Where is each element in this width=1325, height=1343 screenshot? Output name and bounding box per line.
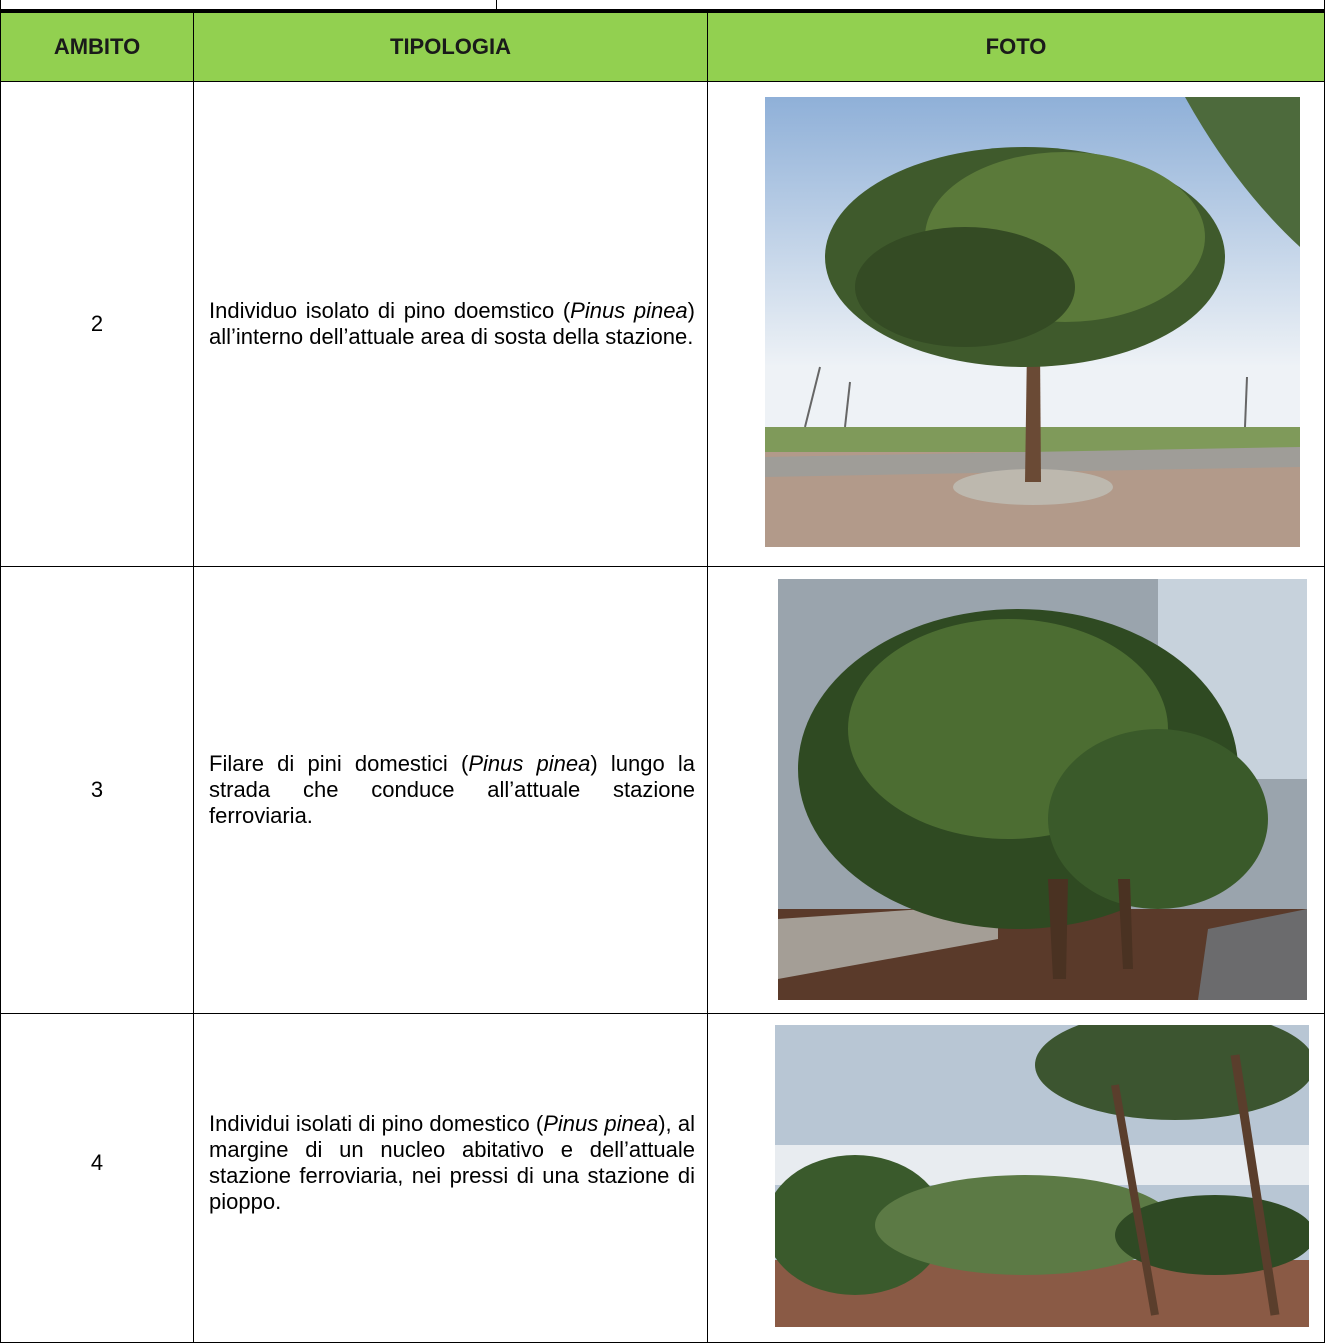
ambito: 3 [90,777,104,802]
photo [778,579,1307,1000]
species: Pinus pinea [468,751,591,776]
header-cell: TIPOLOGIA [193,12,708,82]
header-cell: FOTO [707,12,1325,82]
tipologia: Individui isolati di pino domestico (Pin… [209,1111,695,1215]
species: Pinus pinea [543,1111,659,1136]
ambito-cell: 4 [0,1013,194,1343]
top-divider [496,0,497,10]
header-cell: AMBITO [0,12,194,82]
tipologia: Filare di pini domestici (Pinus pinea) l… [209,751,695,829]
text: ) lungo la strada che conduce all’attual… [209,751,695,828]
photo [765,97,1300,547]
header-text: FOTO [985,34,1047,59]
ambito: 2 [90,311,104,336]
text: Individui isolati di pino domestico ( [209,1111,544,1136]
tipologia-cell: Individui isolati di pino domestico (Pin… [193,1013,708,1343]
text: Filare di pini domestici ( [209,751,469,776]
tipologia-cell: Individuo isolato di pino doemstico (Pin… [193,81,708,567]
ambito-cell: 3 [0,566,194,1014]
header-text: AMBITO [53,34,141,59]
ambito: 4 [90,1150,104,1175]
text: Individuo isolato di pino doemstico ( [209,298,571,323]
text: ) all’interno dell’attuale area di sosta… [209,298,695,349]
ambito-cell: 2 [0,81,194,567]
header-text: TIPOLOGIA [390,34,511,59]
tipologia: Individuo isolato di pino doemstico (Pin… [209,298,695,350]
text: ), al margine di un nucleo abitativo e d… [209,1111,695,1214]
top-strip [0,0,1325,12]
tipologia-cell: Filare di pini domestici (Pinus pinea) l… [193,566,708,1014]
photo [775,1025,1309,1327]
species: Pinus pinea [570,298,688,323]
